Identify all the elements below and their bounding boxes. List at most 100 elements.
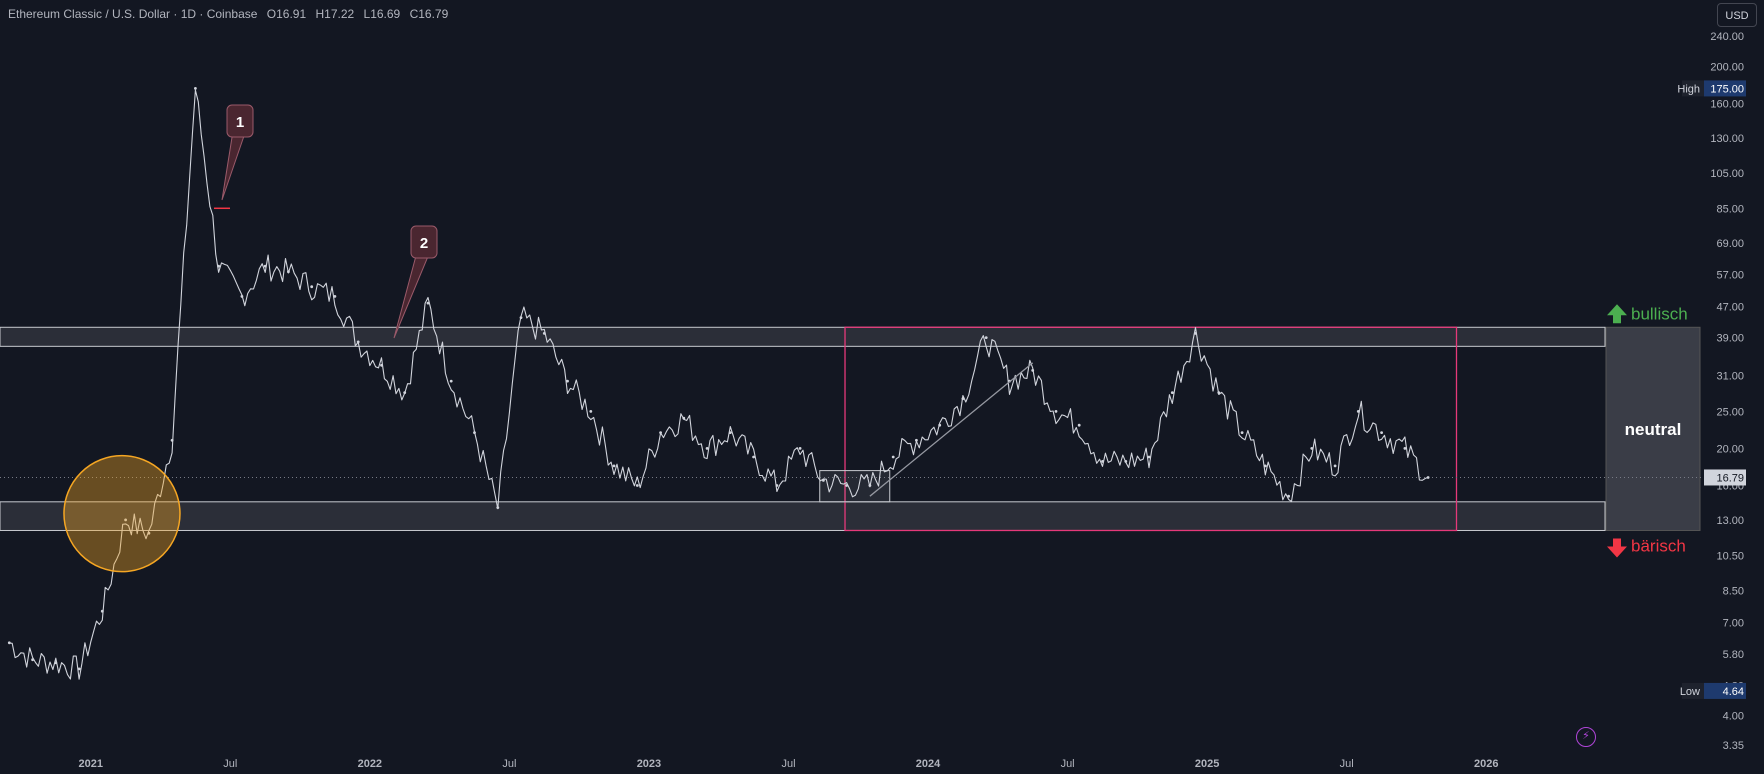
price-point bbox=[542, 332, 546, 335]
price-point bbox=[938, 423, 942, 427]
price-point bbox=[566, 379, 569, 383]
price-point bbox=[1310, 447, 1314, 450]
price-tick-label: 5.80 bbox=[1723, 649, 1744, 661]
price-point bbox=[1217, 391, 1221, 394]
symbol-title: Ethereum Classic / U.S. Dollar · 1D · Co… bbox=[8, 7, 258, 21]
price-point bbox=[612, 464, 616, 468]
price-point bbox=[100, 609, 104, 613]
price-point bbox=[798, 447, 802, 450]
price-point bbox=[1240, 431, 1244, 434]
time-axis[interactable]: 2021 Jul 2022 Jul 2023 Jul 2024 Jul 2025 Jul 2026 bbox=[78, 758, 1498, 770]
price-point bbox=[263, 264, 267, 268]
callout-marker-1: 1 bbox=[221, 104, 254, 201]
lower-support-zone bbox=[0, 501, 1606, 531]
current-price-badge-value: 16.79 bbox=[1716, 472, 1744, 484]
price-tick-label: 10.50 bbox=[1716, 550, 1744, 562]
callout-marker-2-pointer bbox=[393, 251, 430, 339]
upper-resistance-zone bbox=[0, 326, 1606, 347]
time-axis-label: Jul bbox=[502, 758, 516, 770]
price-point bbox=[333, 295, 337, 298]
low-badge-value: 4.64 bbox=[1723, 686, 1744, 698]
price-point bbox=[1170, 391, 1174, 394]
bullish-label: bullisch bbox=[1631, 304, 1688, 323]
annotations-layer: 1 2 bullisch bärisch neutral bbox=[63, 104, 1688, 573]
price-point bbox=[845, 484, 848, 487]
price-tick-label: 3.35 bbox=[1723, 740, 1744, 752]
price-point bbox=[7, 641, 11, 645]
consolidation-box bbox=[819, 470, 891, 503]
currency-button[interactable]: USD bbox=[1717, 3, 1757, 27]
high-badge-value: 175.00 bbox=[1710, 83, 1744, 95]
price-point bbox=[426, 301, 430, 305]
time-axis-label: 2025 bbox=[1195, 758, 1219, 770]
symbol-header: Ethereum Classic / U.S. Dollar · 1D · Co… bbox=[8, 7, 454, 21]
low-badge-bg bbox=[1704, 682, 1746, 699]
price-point bbox=[240, 295, 244, 298]
price-point bbox=[124, 518, 127, 522]
price-point bbox=[752, 455, 755, 459]
high-badge-label-bg bbox=[1682, 80, 1704, 97]
time-axis-label: 2022 bbox=[358, 758, 382, 770]
price-series-line bbox=[9, 89, 1429, 680]
price-point bbox=[915, 438, 918, 442]
price-tick-label: 85.00 bbox=[1716, 203, 1744, 215]
price-point bbox=[77, 667, 81, 671]
time-axis-label: Jul bbox=[1340, 758, 1354, 770]
price-point bbox=[170, 438, 174, 442]
low-badge-label: Low bbox=[1680, 686, 1700, 698]
callout-marker-2-label: 2 bbox=[420, 235, 428, 252]
price-point bbox=[380, 363, 383, 367]
price-point bbox=[1403, 447, 1407, 450]
price-point bbox=[868, 484, 872, 487]
bearish-arrow-icon bbox=[1607, 538, 1627, 558]
price-point bbox=[1333, 464, 1337, 468]
price-point bbox=[1263, 464, 1267, 468]
price-point bbox=[589, 410, 593, 413]
price-point bbox=[287, 270, 290, 274]
price-point bbox=[891, 455, 895, 459]
price-point bbox=[1147, 455, 1151, 459]
price-point bbox=[1426, 476, 1430, 479]
price-point bbox=[1356, 410, 1360, 413]
bearish-label: bärisch bbox=[1631, 536, 1686, 555]
price-tick-label: 130.00 bbox=[1710, 133, 1744, 145]
price-tick-label: 4.00 bbox=[1723, 711, 1744, 723]
price-tick-label: 47.00 bbox=[1716, 302, 1744, 314]
price-point bbox=[519, 316, 523, 319]
price-point bbox=[1077, 423, 1081, 427]
price-layer bbox=[7, 87, 1430, 680]
price-tick-label: 57.00 bbox=[1716, 270, 1744, 282]
price-point bbox=[194, 87, 197, 90]
price-point bbox=[635, 484, 639, 487]
ohlc-open: O16.91 bbox=[266, 7, 307, 21]
neutral-box bbox=[1605, 326, 1701, 531]
price-point bbox=[1031, 369, 1035, 372]
high-badge-label: High bbox=[1677, 83, 1700, 95]
low-badge-label-bg bbox=[1682, 682, 1704, 699]
current-price-badge-bg bbox=[1704, 469, 1746, 486]
price-tick-label: 200.00 bbox=[1710, 61, 1744, 73]
price-point bbox=[310, 285, 314, 289]
time-axis-label: 2021 bbox=[78, 758, 102, 770]
price-point bbox=[961, 397, 965, 400]
callout-marker-1-label: 1 bbox=[236, 114, 244, 131]
price-point bbox=[659, 431, 662, 434]
price-point bbox=[1380, 431, 1383, 434]
time-axis-label: Jul bbox=[223, 758, 237, 770]
price-tick-label: 39.00 bbox=[1716, 333, 1744, 345]
price-point bbox=[403, 391, 407, 394]
price-point bbox=[356, 340, 360, 344]
time-axis-label: 2023 bbox=[637, 758, 661, 770]
price-scale[interactable]: 240.00 200.00 160.00 130.00 105.00 85.00 69.00… bbox=[1677, 31, 1746, 752]
price-tick-label: 160.00 bbox=[1710, 98, 1744, 110]
price-tick-label: 8.50 bbox=[1723, 585, 1744, 597]
price-tick-label: 25.00 bbox=[1716, 406, 1744, 418]
price-point bbox=[1287, 494, 1290, 498]
lightning-bolt-icon[interactable]: ⚡ bbox=[1576, 727, 1596, 747]
price-tick-label: 31.00 bbox=[1716, 371, 1744, 383]
bullish-arrow-icon bbox=[1607, 304, 1627, 324]
price-point bbox=[1054, 410, 1058, 413]
price-tick-label: 240.00 bbox=[1710, 31, 1744, 43]
price-point bbox=[1124, 460, 1128, 463]
